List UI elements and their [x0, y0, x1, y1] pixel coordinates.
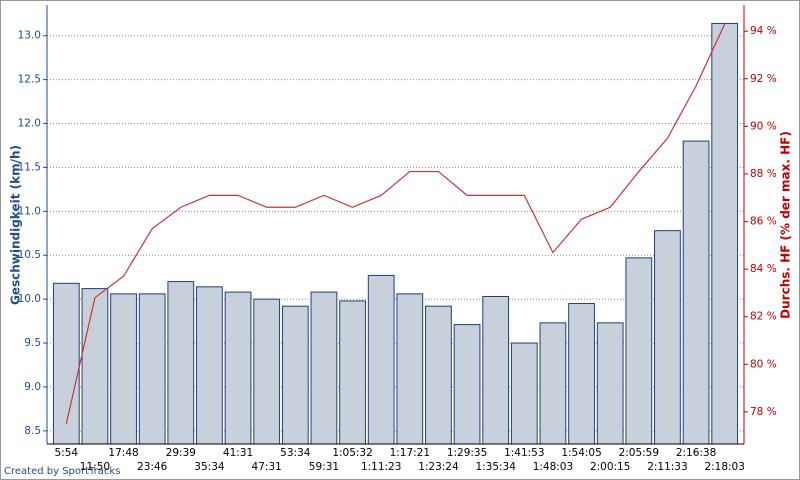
x-tick-label: 11:50 [80, 461, 110, 473]
y-tick-label: 9.0 [24, 381, 41, 393]
x-tick-label: 2:11:33 [647, 461, 687, 473]
bar [81, 288, 109, 445]
bar [682, 140, 710, 445]
y2-tick-label: 84 % [750, 263, 777, 275]
x-tick-label: 1:29:35 [447, 447, 487, 459]
y2-tick-label: 80 % [750, 358, 777, 370]
x-tick-label: 47:31 [252, 461, 282, 473]
x-tick-label: 1:48:03 [533, 461, 573, 473]
bar [138, 293, 166, 445]
y2-tick-label: 94 % [750, 25, 777, 37]
bar [339, 300, 366, 445]
y-tick-label: 12.0 [18, 118, 41, 130]
x-tick-label: 2:05:59 [619, 447, 659, 459]
x-tick-label: 2:18:03 [704, 461, 744, 473]
x-tick-label: 17:48 [108, 447, 138, 459]
line [65, 23, 726, 424]
bar [425, 305, 452, 445]
x-tick-label: 35:34 [194, 461, 225, 473]
y2-tick-label: 92 % [750, 73, 777, 85]
x-tick-label: 1:54:05 [561, 447, 601, 459]
bar [52, 282, 80, 445]
x-tick-label: 23:46 [137, 461, 168, 473]
bar [539, 322, 567, 445]
y-tick-label: 8.5 [24, 425, 41, 437]
bar [596, 322, 624, 445]
bar [224, 291, 252, 445]
bar [110, 293, 137, 445]
x-tick-label: 41:31 [223, 447, 253, 459]
bar [167, 281, 195, 445]
x-tick-label: 5:54 [55, 447, 79, 459]
y2-axis-title: Durchs. HF (% der max. HF) [779, 131, 793, 319]
bar [196, 286, 223, 445]
bar [654, 230, 681, 445]
y-tick-label: 10.5 [18, 249, 41, 261]
y-tick-label: 13.0 [18, 30, 41, 42]
bar [310, 291, 338, 445]
x-tick-label: 1:41:53 [504, 447, 544, 459]
y2-tick-label: 78 % [750, 406, 777, 418]
x-tick-label: 1:11:23 [361, 461, 401, 473]
y-tick-label: 12.5 [18, 74, 41, 86]
y-tick-label: 10.0 [18, 293, 41, 305]
x-tick-label: 59:31 [309, 461, 339, 473]
bar [711, 22, 739, 445]
y2-tick-label: 86 % [750, 216, 777, 228]
bar [396, 293, 424, 445]
x-tick-label: 53:34 [280, 447, 311, 459]
x-tick-label: 1:17:21 [390, 447, 430, 459]
y2-tick-label: 90 % [750, 120, 777, 132]
y-tick-label: 9.5 [24, 337, 41, 349]
bar [510, 342, 538, 445]
y2-tick-label: 82 % [750, 311, 777, 323]
y2-tick-label: 88 % [750, 168, 777, 180]
y-axis-title: Geschwindigkeit (km/h) [9, 145, 23, 305]
y-tick-label: 11.0 [18, 205, 41, 217]
bar [281, 305, 309, 445]
credit: Created by SportTracks [4, 466, 120, 477]
x-tick-label: 1:35:34 [475, 461, 516, 473]
bar [453, 324, 481, 445]
bar [568, 303, 595, 445]
x-tick-label: 1:23:24 [418, 461, 459, 473]
bar [625, 257, 653, 445]
x-tick-label: 2:00:15 [590, 461, 630, 473]
x-tick-label: 2:16:38 [676, 447, 716, 459]
bar [482, 295, 510, 445]
y-tick-label: 11.5 [18, 161, 41, 173]
bar [253, 298, 281, 445]
bar [367, 274, 395, 445]
x-tick-label: 29:39 [166, 447, 196, 459]
x-tick-label: 1:05:32 [332, 447, 372, 459]
